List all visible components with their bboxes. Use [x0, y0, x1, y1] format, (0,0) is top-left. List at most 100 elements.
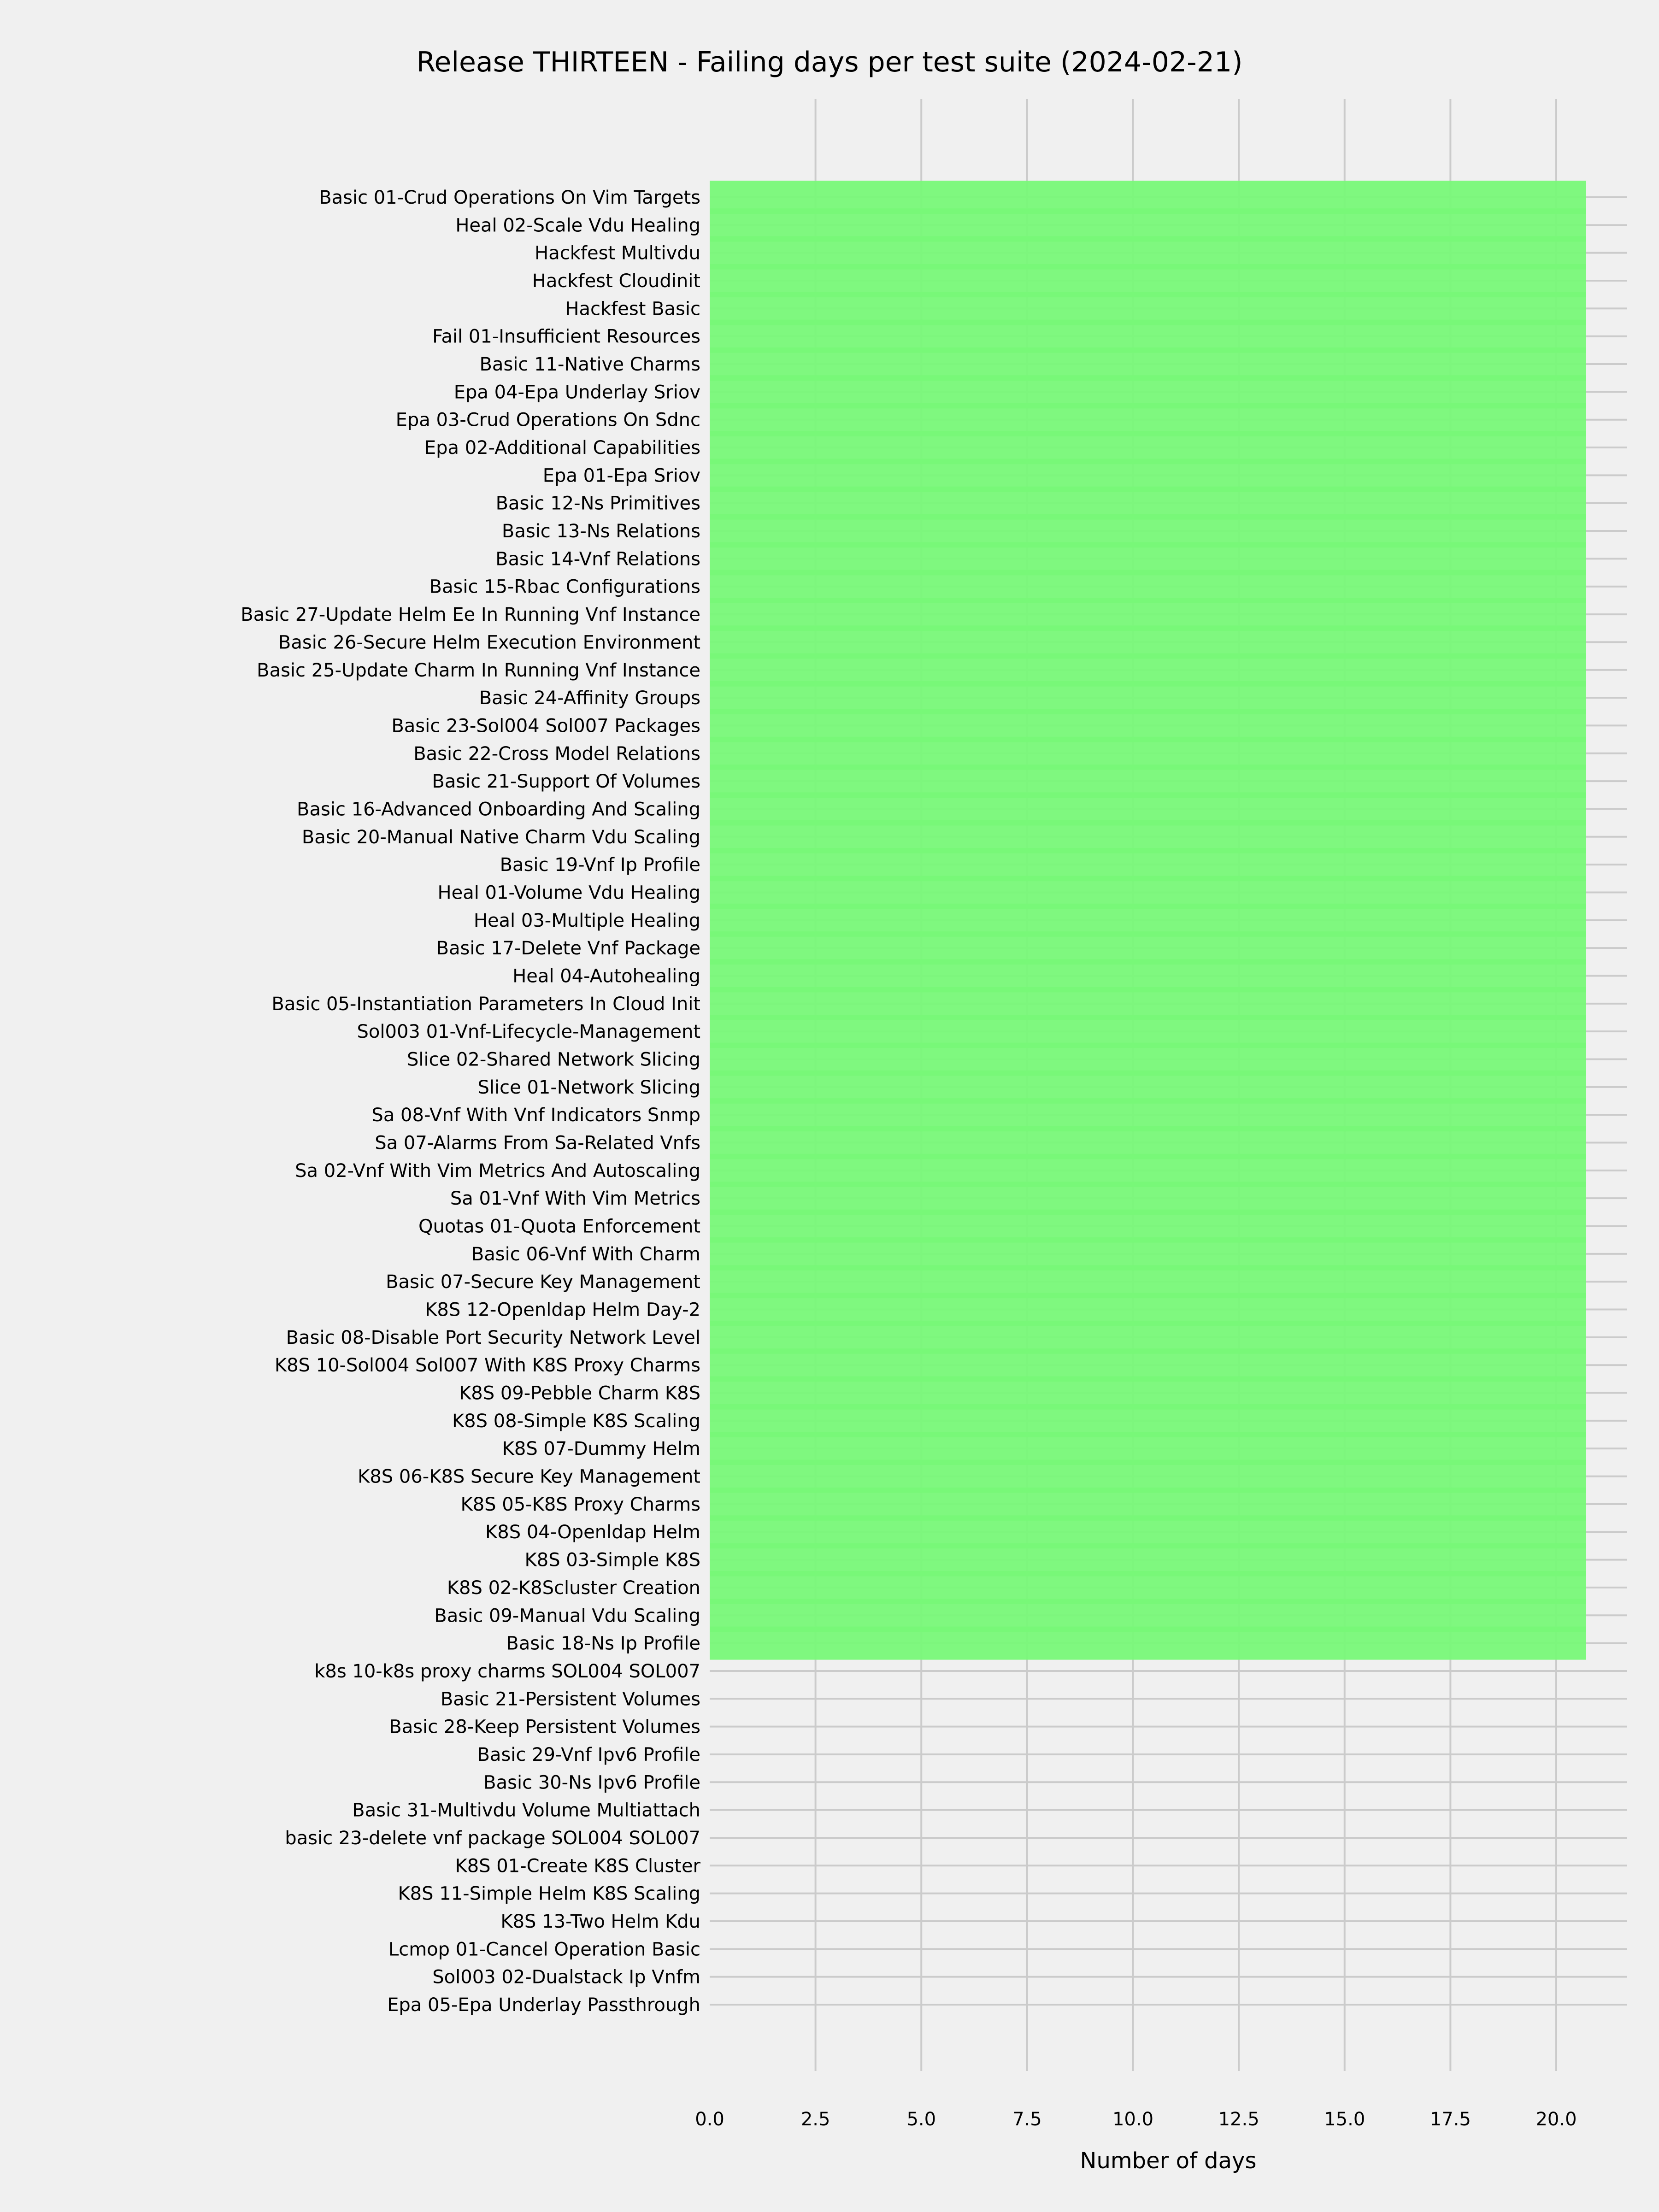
bar: [710, 1070, 1586, 1104]
y-tick-label: Basic 20-Manual Native Charm Vdu Scaling: [302, 827, 700, 848]
bar: [710, 598, 1586, 631]
y-tick-label: Basic 26-Secure Helm Execution Environme…: [278, 632, 700, 653]
y-tick-label: Basic 16-Advanced Onboarding And Scaling: [297, 799, 700, 820]
y-tick-label: Sa 07-Alarms From Sa-Related Vnfs: [375, 1133, 700, 1154]
x-tick-label: 0.0: [695, 2109, 724, 2130]
y-tick-label: K8S 12-Openldap Helm Day-2: [425, 1300, 700, 1321]
bar: [710, 848, 1586, 882]
y-tick-label: K8S 11-Simple Helm K8S Scaling: [398, 1883, 700, 1905]
x-tick-label: 12.5: [1218, 2109, 1259, 2130]
x-tick-label: 20.0: [1535, 2109, 1577, 2130]
bar: [710, 1042, 1586, 1076]
y-tick-label: K8S 06-K8S Secure Key Management: [358, 1466, 700, 1488]
bar: [710, 1404, 1586, 1437]
y-tick-label: Sa 02-Vnf With Vim Metrics And Autoscali…: [295, 1160, 700, 1182]
y-tick-label: Epa 02-Additional Capabilities: [424, 437, 700, 459]
y-tick-label: Basic 24-Affinity Groups: [479, 688, 700, 709]
y-tick-label: Basic 19-Vnf Ip Profile: [500, 854, 700, 876]
bar: [710, 347, 1586, 381]
y-tick-label: Basic 31-Multivdu Volume Multiattach: [352, 1800, 700, 1821]
bar: [710, 1126, 1586, 1159]
y-tick-label: Sol003 01-Vnf-Lifecycle-Management: [357, 1021, 700, 1042]
y-tick-label: K8S 03-Simple K8S: [525, 1550, 700, 1571]
bar: [710, 208, 1586, 242]
y-tick-label: Sa 01-Vnf With Vim Metrics: [450, 1188, 700, 1209]
bar: [710, 987, 1586, 1020]
y-tick-label: Basic 25-Update Charm In Running Vnf Ins…: [257, 660, 700, 681]
y-tick-label: k8s 10-k8s proxy charms SOL004 SOL007: [314, 1661, 700, 1682]
bar: [710, 1376, 1586, 1410]
bar: [710, 486, 1586, 520]
y-tick-label: Basic 07-Secure Key Management: [386, 1271, 700, 1293]
bar: [710, 236, 1586, 270]
bar: [710, 709, 1586, 742]
bar: [710, 1571, 1586, 1604]
y-tick-label: K8S 07-Dummy Helm: [502, 1438, 700, 1459]
bar: [710, 765, 1586, 798]
y-tick-label: Epa 03-Crud Operations On Sdnc: [396, 410, 700, 431]
y-tick-label: Heal 03-Multiple Healing: [474, 910, 700, 931]
bar: [710, 681, 1586, 715]
y-tick-label: K8S 01-Create K8S Cluster: [455, 1855, 701, 1877]
x-tick-label: 17.5: [1430, 2109, 1471, 2130]
bar: [710, 1348, 1586, 1382]
x-tick-labels: 0.0 2.5 5.0 7.5 10.0 12.5 15.0 17.5 20.0: [695, 2109, 1577, 2130]
bar: [710, 1098, 1586, 1132]
x-tick-label: 15.0: [1324, 2109, 1365, 2130]
x-tick-label: 7.5: [1012, 2109, 1042, 2130]
bar: [710, 570, 1586, 603]
bar: [710, 319, 1586, 353]
chart-title: Release THIRTEEN - Failing days per test…: [416, 46, 1242, 78]
y-tick-label: Heal 01-Volume Vdu Healing: [438, 882, 701, 903]
y-tick-label: Sol003 02-Dualstack Ip Vnfm: [432, 1967, 700, 1988]
bar: [710, 1265, 1586, 1299]
y-tick-label: Basic 17-Delete Vnf Package: [436, 938, 700, 959]
bar: [710, 514, 1586, 548]
y-tick-label: Slice 02-Shared Network Slicing: [407, 1049, 700, 1070]
bar: [710, 292, 1586, 325]
y-tick-label: K8S 13-Two Helm Kdu: [500, 1911, 700, 1932]
bar: [710, 1182, 1586, 1215]
bar: [710, 1432, 1586, 1465]
y-tick-label: Basic 01-Crud Operations On Vim Targets: [319, 187, 700, 208]
bar: [710, 736, 1586, 770]
bar: [710, 931, 1586, 965]
y-tick-label: Basic 29-Vnf Ipv6 Profile: [477, 1744, 700, 1765]
y-tick-label: Fail 01-Insufficient Resources: [432, 326, 700, 347]
bar: [710, 820, 1586, 853]
y-tick-label: Basic 08-Disable Port Security Network L…: [286, 1327, 700, 1348]
y-tick-labels: Basic 01-Crud Operations On Vim Targets H…: [241, 187, 700, 2016]
bar: [710, 1543, 1586, 1577]
y-tick-label: Heal 04-Autohealing: [512, 965, 700, 987]
y-tick-label: K8S 04-Openldap Helm: [485, 1522, 700, 1543]
y-tick-label: Basic 23-Sol004 Sol007 Packages: [391, 715, 700, 736]
bar: [710, 1015, 1586, 1048]
y-tick-label: Basic 14-Vnf Relations: [495, 548, 700, 570]
bars: [710, 181, 1586, 1660]
bar: [710, 264, 1586, 298]
bar: [710, 653, 1586, 687]
bar: [710, 1599, 1586, 1632]
bar: [710, 1459, 1586, 1493]
y-tick-label: Slice 01-Network Slicing: [478, 1077, 700, 1098]
x-tick-label: 10.0: [1112, 2109, 1153, 2130]
bar: [710, 431, 1586, 465]
y-tick-label: Basic 27-Update Helm Ee In Running Vnf I…: [241, 604, 700, 625]
y-tick-label: Hackfest Multivdu: [535, 243, 700, 264]
bar: [710, 959, 1586, 993]
y-tick-label: Basic 28-Keep Persistent Volumes: [389, 1717, 700, 1738]
x-tick-label: 2.5: [801, 2109, 830, 2130]
y-tick-label: Basic 15-Rbac Configurations: [429, 577, 700, 598]
y-tick-label: K8S 10-Sol004 Sol007 With K8S Proxy Char…: [275, 1355, 700, 1376]
x-axis-label: Number of days: [1080, 2148, 1257, 2174]
y-tick-label: Epa 04-Epa Underlay Sriov: [454, 382, 700, 403]
y-tick-label: Basic 18-Ns Ip Profile: [506, 1633, 700, 1654]
y-tick-label: Epa 01-Epa Sriov: [543, 465, 700, 486]
bar: [710, 1626, 1586, 1660]
y-tick-label: Basic 13-Ns Relations: [502, 521, 700, 542]
y-tick-label: Basic 12-Ns Primitives: [496, 493, 700, 514]
y-tick-label: Basic 06-Vnf With Charm: [471, 1244, 700, 1265]
bar: [710, 903, 1586, 937]
bar: [710, 1320, 1586, 1354]
bar: [710, 1487, 1586, 1521]
